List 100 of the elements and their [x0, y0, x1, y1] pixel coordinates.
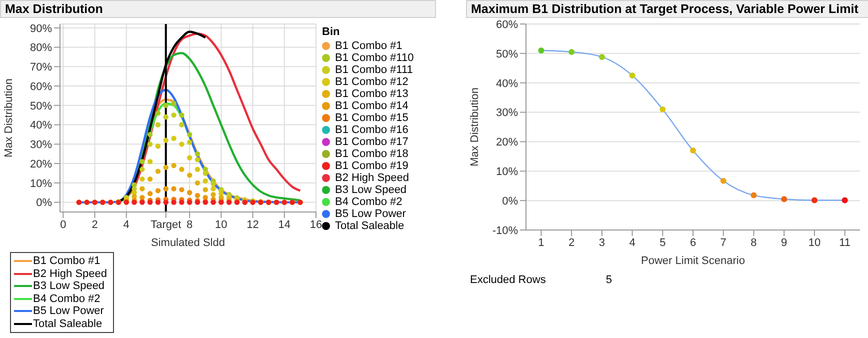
y-tick-label: 60% — [496, 18, 518, 31]
point — [171, 100, 176, 106]
legend-label: B2 High Speed — [335, 172, 409, 184]
legend-label: B1 Combo #17 — [335, 136, 408, 148]
legend-label: B3 Low Speed — [335, 184, 407, 196]
point — [179, 187, 184, 192]
point — [186, 172, 192, 178]
point — [171, 136, 176, 141]
y-tick-label: 70% — [30, 62, 52, 74]
point — [155, 168, 161, 174]
point — [202, 187, 208, 192]
x-axis-title: Power Limit Scenario — [641, 255, 745, 267]
point — [140, 176, 145, 182]
legend-label: B1 Combo #13 — [335, 88, 408, 100]
point — [155, 122, 161, 128]
point — [568, 48, 575, 55]
x-tick-label: 4 — [629, 236, 636, 249]
y-tick-label: 80% — [30, 42, 52, 54]
point — [210, 181, 216, 186]
y-tick-label: 0% — [502, 195, 518, 208]
legend-label: B1 Combo #111 — [335, 64, 413, 76]
text: B1 Combo #1 — [335, 40, 402, 52]
point — [186, 132, 192, 138]
point — [720, 178, 726, 184]
y-tick-label: 90% — [30, 22, 52, 35]
x-tick-label: 0 — [60, 218, 66, 231]
point — [179, 166, 184, 172]
y-tick-label: 10% — [496, 166, 518, 178]
point — [147, 176, 153, 182]
point — [163, 164, 168, 170]
x-tick-label: 14 — [278, 218, 291, 231]
point — [750, 192, 757, 198]
point — [147, 142, 153, 147]
point — [140, 186, 145, 192]
x-tick-label: 8 — [186, 218, 193, 231]
point — [163, 102, 168, 108]
y-tick-label: 20% — [30, 158, 52, 170]
text: Total Saleable — [335, 220, 404, 232]
point — [163, 138, 168, 143]
x-tick-label: 10 — [808, 236, 821, 249]
point — [179, 200, 184, 205]
legend-label: B1 Combo #1 — [33, 255, 100, 268]
x-tick-label: 5 — [660, 236, 666, 249]
point — [202, 178, 208, 184]
y-tick-label: 50% — [30, 100, 52, 112]
x-tick-label: 6 — [690, 236, 696, 249]
y-tick-label: 40% — [496, 78, 518, 90]
y-tick-label: 30% — [30, 139, 52, 152]
point — [163, 200, 168, 205]
point — [202, 170, 208, 176]
point — [171, 112, 176, 118]
legend-label: B1 Combo #110 — [335, 52, 414, 64]
point — [842, 197, 848, 204]
y-tick-label: 0% — [36, 197, 52, 210]
point — [186, 190, 192, 196]
text: B5 Low Power — [33, 305, 104, 317]
y-tick-label: 50% — [496, 48, 518, 60]
x-tick-label: 3 — [598, 236, 605, 249]
y-axis-title: Max Distribution — [2, 78, 15, 158]
point — [194, 151, 200, 156]
y-tick-label: 30% — [496, 107, 518, 120]
x-tick-label: 12 — [246, 218, 259, 231]
x-axis-title: Simulated Sldd — [151, 237, 225, 249]
legend-label: B1 Combo #12 — [335, 76, 408, 88]
chart-title: Max Distribution — [0, 0, 436, 18]
text: B3 Low Speed — [33, 280, 105, 292]
point — [811, 197, 818, 204]
point — [147, 190, 153, 196]
text: Excluded Rows — [470, 274, 546, 286]
point — [194, 157, 200, 162]
x-tick-label: 9 — [781, 236, 788, 249]
legend-label: B1 Combo #19 — [335, 160, 408, 172]
y-tick-label: -10% — [492, 224, 518, 237]
legend-label: B1 Combo #14 — [335, 100, 408, 112]
text: B4 Combo #2 — [335, 196, 402, 208]
legend-label: B5 Low Power — [335, 208, 406, 220]
legend-label: B4 Combo #2 — [33, 292, 100, 305]
legend-title: Bin — [322, 26, 341, 38]
point — [660, 106, 666, 112]
y-tick-label: 60% — [30, 80, 52, 93]
x-tick-label: 8 — [750, 236, 757, 249]
point — [155, 110, 161, 116]
point — [163, 114, 168, 120]
y-tick-label: 10% — [30, 178, 52, 190]
point — [186, 155, 192, 160]
point — [147, 132, 153, 138]
y-tick-label: 20% — [496, 136, 518, 149]
point — [598, 54, 605, 60]
point — [186, 140, 192, 145]
y-tick-label: 40% — [30, 120, 52, 132]
point — [629, 72, 636, 78]
point — [171, 200, 176, 205]
point — [210, 186, 216, 192]
x-tick-label: 1 — [538, 236, 544, 249]
point — [140, 166, 145, 172]
point — [147, 159, 153, 164]
text: B2 High Speed — [33, 268, 107, 280]
x-tick-label: 10 — [215, 218, 228, 231]
point — [171, 162, 176, 168]
x-tick-label: 2 — [568, 236, 575, 249]
